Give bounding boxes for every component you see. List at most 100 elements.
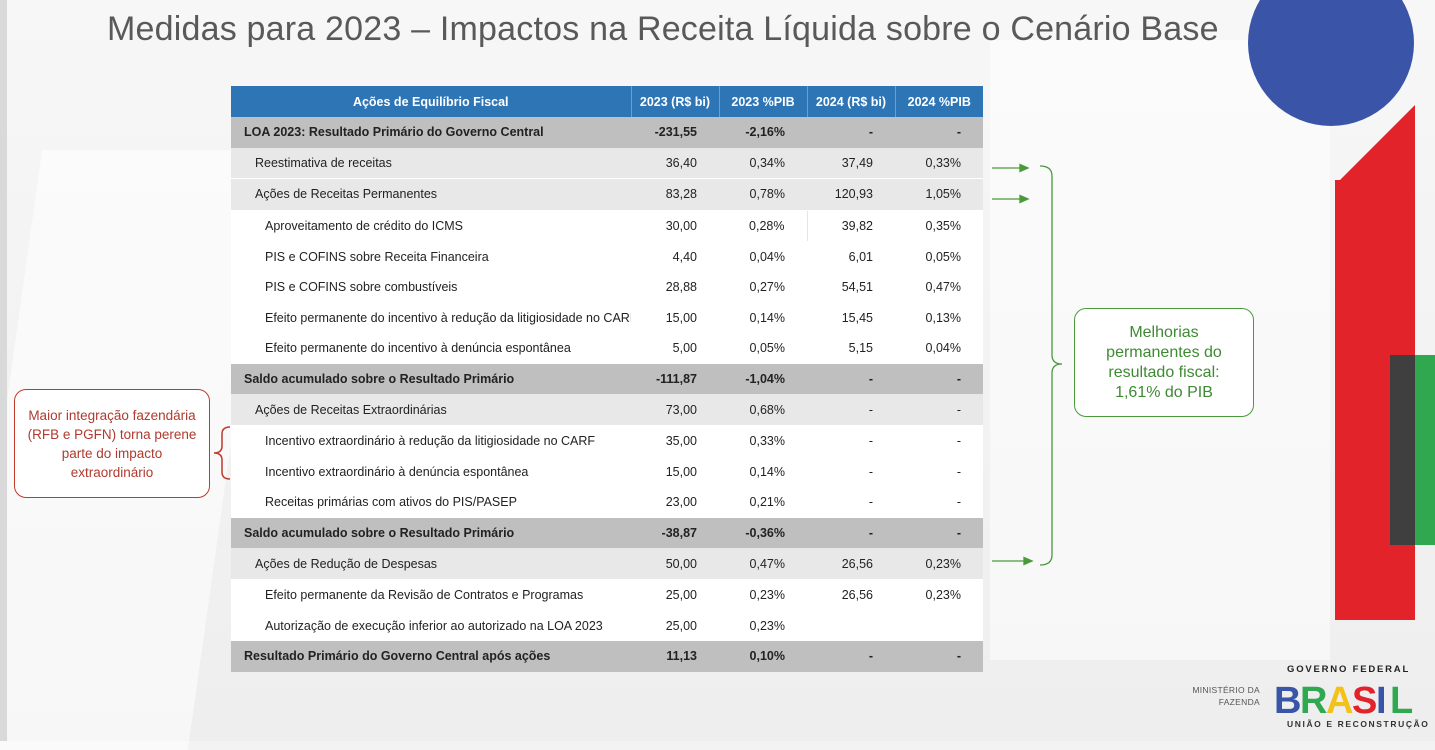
value-2024-rs: 15,45 <box>807 302 895 334</box>
table-row-item: Efeito permanente do incentivo à redução… <box>231 302 983 334</box>
row-label: PIS e COFINS sobre combustíveis <box>231 271 631 303</box>
row-label: Incentivo extraordinário à redução da li… <box>231 425 631 457</box>
table-row-item: Autorização de execução inferior ao auto… <box>231 610 983 642</box>
table-row-group: Reestimativa de receitas 36,40 0,34% 37,49 0… <box>231 147 983 180</box>
value-2024-rs: 39,82 <box>806 210 895 242</box>
ministry-line: MINISTÉRIO DA <box>1192 685 1260 695</box>
value-2024-rs: - <box>807 517 895 549</box>
value-2023-pib: 0,21% <box>719 487 807 518</box>
table-row-total: Saldo acumulado sobre o Resultado Primár… <box>231 517 983 549</box>
value-2023-pib: 0,10% <box>719 641 807 672</box>
value-2023-rs: 25,00 <box>631 610 719 642</box>
column-header: 2023 (R$ bi) <box>631 86 720 117</box>
row-label: Efeito permanente da Revisão de Contrato… <box>231 579 631 611</box>
row-label: Incentivo extraordinário à denúncia espo… <box>231 456 631 488</box>
row-label: Aproveitamento de crédito do ICMS <box>231 210 631 242</box>
value-2023-pib: -0,36% <box>719 517 807 549</box>
row-label: LOA 2023: Resultado Primário do Governo … <box>231 117 631 148</box>
table-row-item: PIS e COFINS sobre Receita Financeira 4,4… <box>231 241 983 272</box>
row-label: Ações de Receitas Extraordinárias <box>231 394 631 426</box>
table-row-item: Incentivo extraordinário à redução da li… <box>231 425 983 457</box>
value-2023-rs: 15,00 <box>631 302 719 334</box>
row-label: Resultado Primário do Governo Central ap… <box>231 641 631 672</box>
value-2023-rs: 50,00 <box>631 548 719 580</box>
value-2024-pib <box>895 610 983 642</box>
value-2023-pib: 0,04% <box>719 241 807 272</box>
value-2023-pib: 0,34% <box>719 147 807 180</box>
value-2023-rs: 36,40 <box>631 147 719 180</box>
table-row-item: PIS e COFINS sobre combustíveis 28,88 0,27… <box>231 271 983 303</box>
gov-federal-label: GOVERNO FEDERAL <box>1287 664 1411 675</box>
brasil-logo-letter: R <box>1300 680 1327 717</box>
value-2024-rs: - <box>807 363 895 395</box>
brasil-logo-letter: I <box>1376 680 1387 717</box>
value-2024-rs: - <box>807 641 895 672</box>
value-2023-rs: -111,87 <box>631 363 719 395</box>
table-row-group: Ações de Receitas Extraordinárias 73,00 0,… <box>231 394 983 426</box>
value-2023-rs: 15,00 <box>631 456 719 488</box>
value-2023-rs: 23,00 <box>631 487 719 518</box>
value-2023-rs: 73,00 <box>631 394 719 426</box>
value-2023-rs: -231,55 <box>631 117 719 148</box>
table-row-group: Ações de Receitas Permanentes 83,28 0,78% 1… <box>231 178 983 211</box>
table-row-group: Ações de Redução de Despesas 50,00 0,47% 26… <box>231 548 983 580</box>
value-2023-pib: -2,16% <box>719 117 807 148</box>
value-2024-pib: - <box>895 117 983 148</box>
value-2023-pib: 0,14% <box>719 302 807 334</box>
brasil-logo-letter: S <box>1352 680 1377 717</box>
value-2024-pib: - <box>895 394 983 426</box>
row-label: Receitas primárias com ativos do PIS/PAS… <box>231 487 631 518</box>
value-2023-pib: 0,78% <box>719 178 807 211</box>
table-row-total: Resultado Primário do Governo Central ap… <box>231 641 983 672</box>
value-2024-rs: 54,51 <box>807 271 895 303</box>
value-2023-pib: 0,14% <box>719 456 807 488</box>
value-2024-pib: 0,05% <box>895 241 983 272</box>
column-header: 2023 %PIB <box>719 86 808 117</box>
value-2024-pib: 0,35% <box>895 210 983 242</box>
brasil-logo-letter: L <box>1390 680 1413 717</box>
value-2023-pib: 0,68% <box>719 394 807 426</box>
integration-callout: Maior integração fazendária (RFB e PGFN)… <box>14 389 210 498</box>
slide-left-edge <box>0 0 7 741</box>
row-label: Saldo acumulado sobre o Resultado Primár… <box>231 517 631 549</box>
value-2024-pib: 0,23% <box>895 548 983 580</box>
value-2024-rs: 120,93 <box>807 178 895 211</box>
value-2023-rs: 28,88 <box>631 271 719 303</box>
table-row-item: Efeito permanente do incentivo à denúnci… <box>231 333 983 364</box>
value-2024-pib: 0,13% <box>895 302 983 334</box>
value-2024-rs: - <box>807 117 895 148</box>
value-2024-rs: - <box>807 394 895 426</box>
value-2024-pib: - <box>895 456 983 488</box>
value-2023-pib: -1,04% <box>719 363 807 395</box>
value-2023-pib: 0,33% <box>719 425 807 457</box>
row-label: Saldo acumulado sobre o Resultado Primár… <box>231 363 631 395</box>
table-row-item: Aproveitamento de crédito do ICMS 30,00 0,… <box>231 210 983 242</box>
table-header-row: Ações de Equilíbrio Fiscal 2023 (R$ bi) … <box>231 86 983 117</box>
value-2024-pib: 0,04% <box>895 333 983 364</box>
column-header: 2024 (R$ bi) <box>807 86 896 117</box>
brand-dark-bar <box>1390 355 1415 545</box>
value-2023-pib: 0,23% <box>719 610 807 642</box>
row-label: PIS e COFINS sobre Receita Financeira <box>231 241 631 272</box>
ministry-line: FAZENDA <box>1218 697 1260 707</box>
value-2024-pib: - <box>895 363 983 395</box>
row-label: Efeito permanente do incentivo à redução… <box>231 302 631 334</box>
row-label: Reestimativa de receitas <box>231 147 631 180</box>
value-2023-rs: 5,00 <box>631 333 719 364</box>
row-label: Efeito permanente do incentivo à denúnci… <box>231 333 631 364</box>
value-2023-rs: -38,87 <box>631 517 719 549</box>
ministry-label: MINISTÉRIO DA FAZENDA <box>1180 684 1260 708</box>
value-2024-pib: 0,47% <box>895 271 983 303</box>
table-row-item: Efeito permanente da Revisão de Contrato… <box>231 579 983 611</box>
brasil-logo-letter: B <box>1274 680 1301 717</box>
value-2024-pib: - <box>895 641 983 672</box>
value-2023-pib: 0,28% <box>719 210 807 242</box>
column-header: 2024 %PIB <box>895 86 983 117</box>
value-2024-rs: 5,15 <box>807 333 895 364</box>
value-2024-pib: 0,33% <box>895 147 983 180</box>
row-label: Ações de Redução de Despesas <box>231 548 631 580</box>
fiscal-actions-table: Ações de Equilíbrio Fiscal 2023 (R$ bi) … <box>231 86 983 672</box>
brasil-logo-letter: A <box>1326 680 1353 717</box>
value-2024-rs <box>807 610 895 642</box>
value-2024-pib: 0,23% <box>895 579 983 611</box>
